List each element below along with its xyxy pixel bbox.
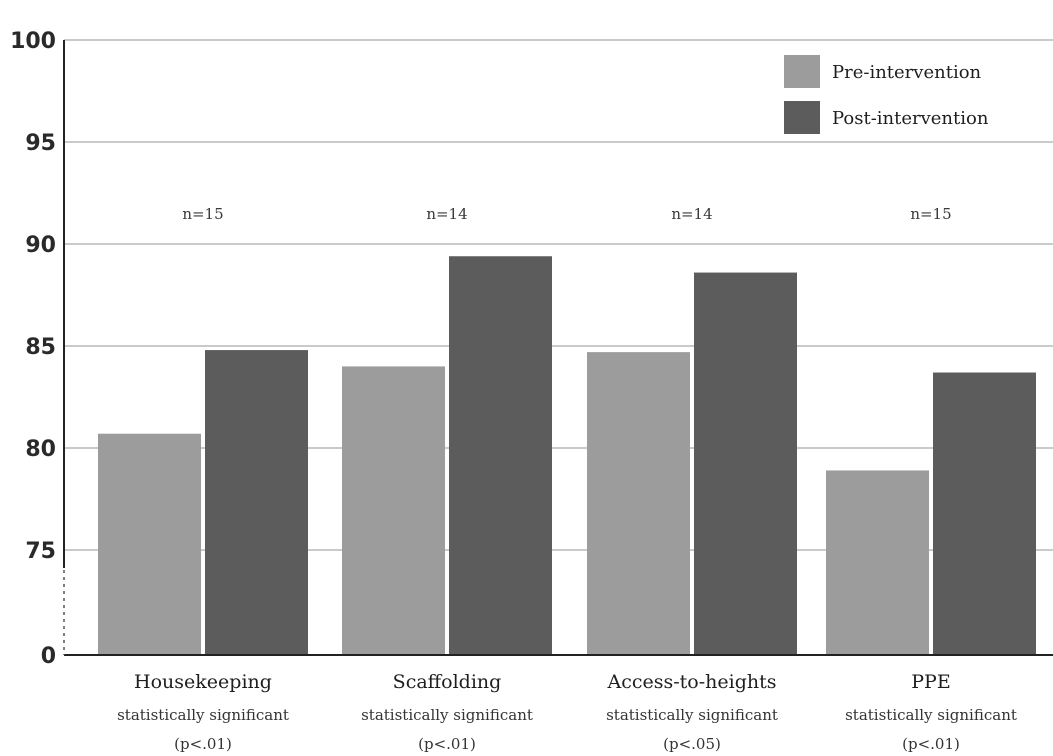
category-p-value-label: (p<.05) [663, 735, 721, 753]
category-significance-label: statistically significant [606, 706, 778, 724]
y-tick-label: 80 [25, 437, 56, 462]
category-label: Housekeeping [134, 671, 272, 693]
legend-swatch-post [784, 101, 820, 134]
sample-size-label: n=14 [671, 205, 712, 223]
legend-label-pre: Pre-intervention [832, 62, 982, 83]
bar-pre-access-to-heights [587, 352, 690, 655]
y-baseline-label: 0 [41, 644, 56, 669]
bar-post-ppe [933, 372, 1036, 655]
bar-pre-scaffolding [342, 366, 445, 655]
category-significance-label: statistically significant [117, 706, 289, 724]
category-significance-label: statistically significant [361, 706, 533, 724]
y-tick-label: 85 [25, 335, 56, 360]
category-p-value-label: (p<.01) [418, 735, 476, 753]
y-tick-label: 90 [25, 233, 56, 258]
bar-post-housekeeping [205, 350, 308, 655]
legend: Pre-intervention Post-intervention [784, 55, 989, 134]
category-label: Access-to-heights [606, 671, 776, 693]
bars [98, 256, 1036, 655]
category-label: Scaffolding [393, 671, 502, 693]
y-tick-label: 100 [10, 29, 56, 54]
sample-size-labels: n=15 n=14 n=14 n=15 [182, 205, 951, 223]
y-tick-label: 95 [25, 131, 56, 156]
category-labels: Housekeeping statistically significant (p<… [117, 671, 1017, 753]
sample-size-label: n=15 [910, 205, 951, 223]
bar-pre-ppe [826, 470, 929, 655]
sample-size-label: n=15 [182, 205, 223, 223]
category-p-value-label: (p<.01) [174, 735, 232, 753]
bar-pre-housekeeping [98, 433, 201, 655]
category-p-value-label: (p<.01) [902, 735, 960, 753]
sample-size-label: n=14 [426, 205, 467, 223]
axes [63, 40, 1053, 656]
y-tick-labels: 0 75 80 85 90 95 100 [10, 29, 56, 669]
bar-post-scaffolding [449, 256, 552, 655]
category-label: PPE [911, 671, 950, 693]
y-tick-label: 75 [25, 539, 56, 564]
legend-label-post: Post-intervention [832, 108, 989, 129]
category-significance-label: statistically significant [845, 706, 1017, 724]
bar-post-access-to-heights [694, 272, 797, 655]
legend-swatch-pre [784, 55, 820, 88]
